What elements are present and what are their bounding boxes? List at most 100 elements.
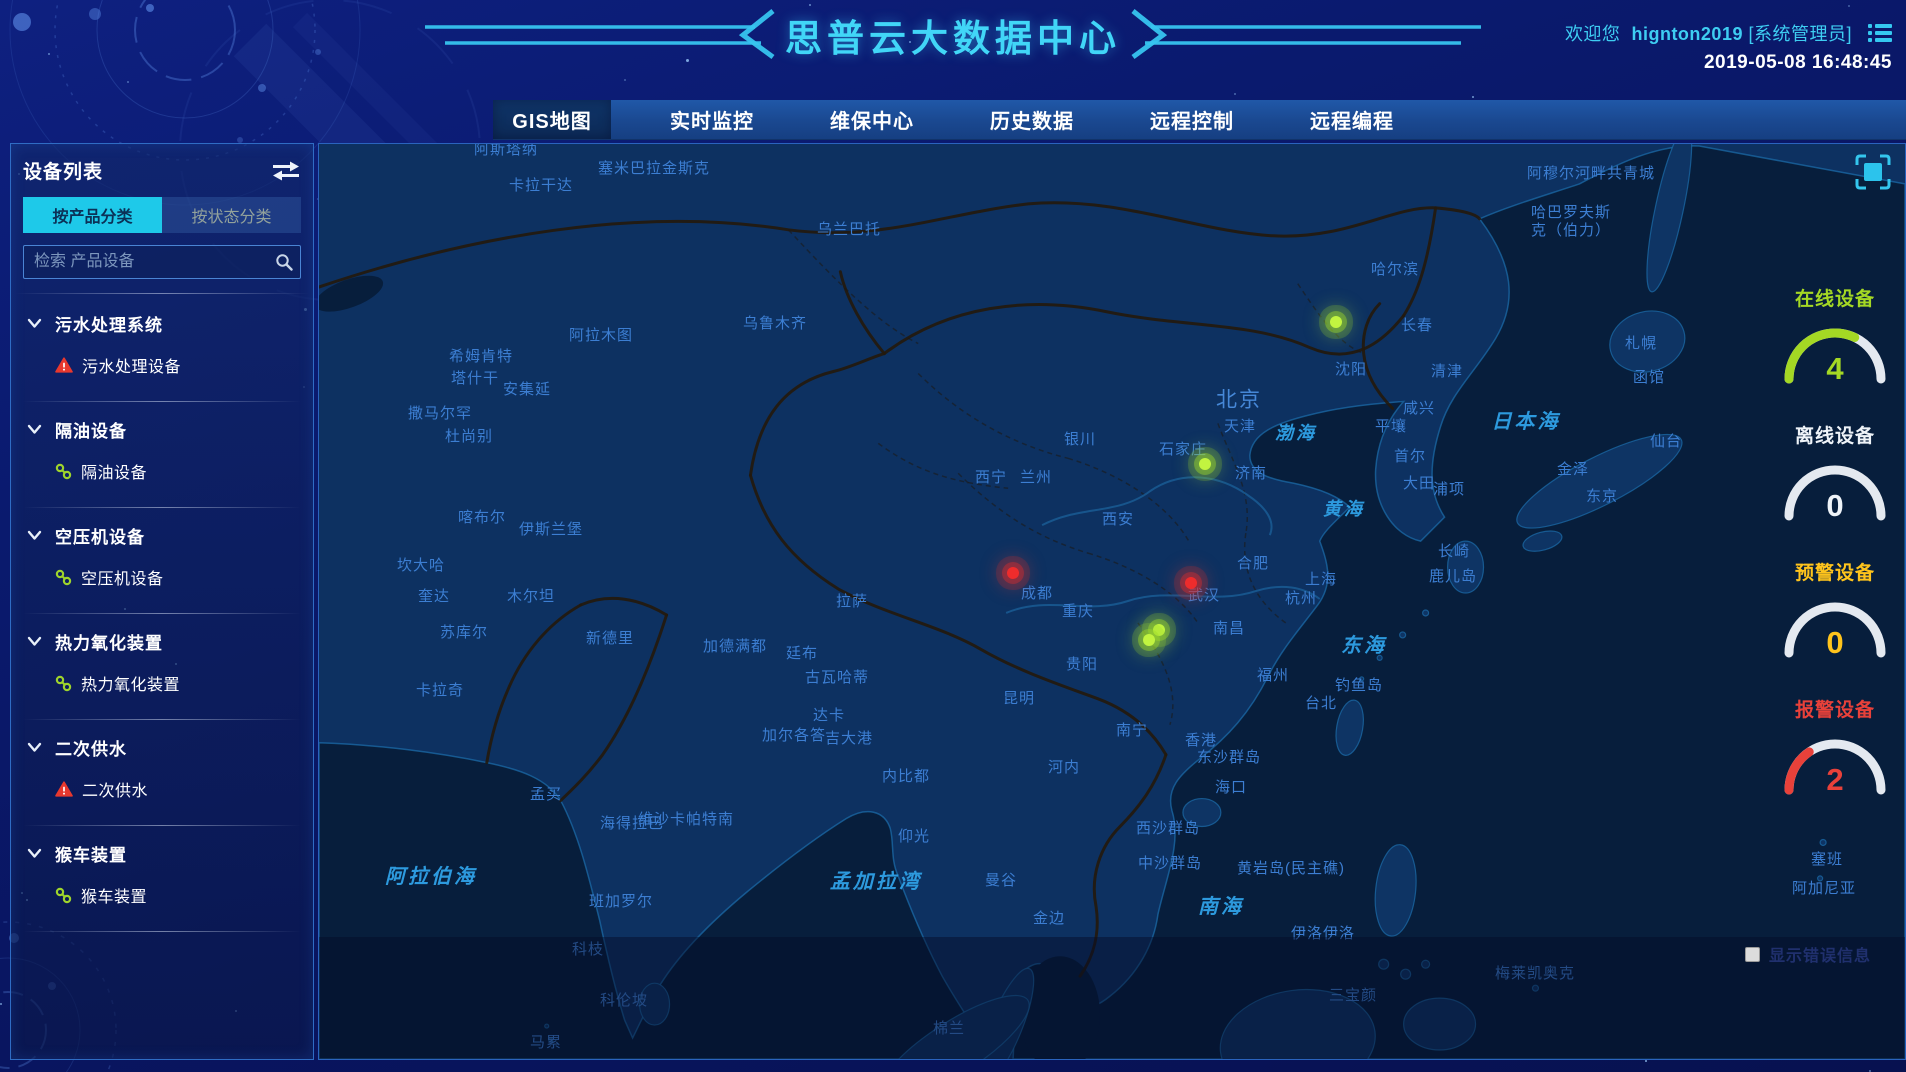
gauge-online-devices: 在线设备 4 [1775,284,1895,392]
star [1645,1060,1647,1062]
divider [23,401,301,402]
warning-icon [55,357,73,373]
device-item-air-compressor[interactable]: 空压机设备 [19,557,305,599]
device-label: 二次供水 [82,783,149,800]
device-group-monkey-car: 猴车装置 猴车装置 [19,828,305,932]
device-marker-online[interactable] [1199,458,1211,470]
device-label: 猴车装置 [81,889,148,906]
chevron-down-icon [27,848,42,858]
group-label: 隔油设备 [55,422,127,441]
gauge-warning-devices: 预警设备 0 [1775,558,1895,666]
gauge-arc: 2 [1784,739,1886,797]
star [1848,5,1850,7]
gauge-label: 在线设备 [1794,289,1875,310]
group-row-thermal-oxidizer[interactable]: 热力氧化装置 [19,616,305,663]
tab-remote-programming[interactable]: 远程编程 [1310,111,1394,133]
link-icon-wrap [55,463,72,480]
link-icon [55,569,72,585]
link-icon [55,887,72,903]
star [624,79,626,81]
search-input[interactable] [23,245,301,279]
device-tree: 污水处理系统 污水处理设备 隔油设备 隔油设备 空压机设备 空压机设备 热力氧化装置 热力氧化… [11,296,313,932]
device-label: 污水处理设备 [82,359,182,376]
device-item-secondary-water-supply[interactable]: 二次供水 [19,769,305,811]
gauge-value: 2 [1826,762,1843,797]
divider [23,613,301,614]
group-row-oil-separator[interactable]: 隔油设备 [19,404,305,451]
gauge-arc: 0 [1784,465,1886,523]
device-item-oil-separator[interactable]: 隔油设备 [19,451,305,493]
star [809,4,811,6]
tab-maintenance-center[interactable]: 维保中心 [830,111,914,133]
group-row-secondary-water-supply[interactable]: 二次供水 [19,722,305,769]
chevron-down-icon [27,636,42,646]
search-icon[interactable] [275,253,293,271]
device-marker-online[interactable] [1143,634,1155,646]
gauge-arc: 0 [1784,602,1886,660]
device-marker-alarm[interactable] [1007,567,1019,579]
nav-tabs: GIS地图 实时监控 维保中心 历史数据 远程控制 远程编程 [493,100,1906,140]
device-item-monkey-car[interactable]: 猴车装置 [19,875,305,917]
device-group-sewage-treatment-system: 污水处理系统污水处理设备 [19,298,305,402]
gauge-dial: 2 [1775,724,1895,803]
tab-history-data[interactable]: 历史数据 [990,111,1074,133]
warning-icon-wrap [55,357,73,373]
fullscreen-icon[interactable] [1853,152,1893,192]
header: 思普云大数据中心 [0,0,1906,70]
warning-icon [55,781,73,797]
device-label: 隔油设备 [81,465,148,482]
gauge-dial: 4 [1775,313,1895,392]
tab-remote-control[interactable]: 远程控制 [1150,111,1234,133]
sidebar-tab-by-product[interactable]: 按产品分类 [23,197,162,233]
device-marker-alarm[interactable] [1185,577,1197,589]
group-row-air-compressor[interactable]: 空压机设备 [19,510,305,557]
swap-arrows-icon[interactable] [271,160,301,182]
device-group-oil-separator: 隔油设备 隔油设备 [19,404,305,508]
gauge-value: 0 [1826,625,1843,660]
divider [23,719,301,720]
group-label: 热力氧化装置 [55,634,163,653]
device-marker-online[interactable] [1153,624,1165,636]
device-item-sewage-treatment-system[interactable]: 污水处理设备 [19,345,305,387]
divider [15,293,309,294]
datetime: 2019-05-08 16:48:45 [1703,52,1892,73]
star [0,1003,2,1005]
link-icon-wrap [55,675,72,692]
sidebar-tabs: 按产品分类 按状态分类 [23,197,301,233]
device-item-thermal-oxidizer[interactable]: 热力氧化装置 [19,663,305,705]
divider [23,931,301,932]
show-errors-checkbox[interactable] [1744,946,1760,962]
title-deco-left [425,9,775,60]
tab-gis-map[interactable]: GIS地图 [493,100,611,139]
gis-map-panel[interactable]: 阿斯塔纳 塞米巴拉金斯克 卡拉干达 乌兰巴托 阿穆尔河畔共青城 哈巴罗夫斯 克（伯力） 哈尔… [318,143,1906,1060]
star [48,53,50,55]
header-user-area: 欢迎您 hignton2019 [系统管理员] 2019-05-08 16:48… [1565,20,1892,74]
chevron-down-icon [27,742,42,752]
device-group-secondary-water-supply: 二次供水 二次供水 [19,722,305,826]
chevron-down-icon [27,318,42,328]
group-row-sewage-treatment-system[interactable]: 污水处理系统 [19,298,305,345]
group-label: 二次供水 [55,740,127,759]
gauge-arc: 4 [1784,328,1886,386]
gauge-dial: 0 [1775,587,1895,666]
star [686,59,689,62]
tab-realtime-monitor[interactable]: 实时监控 [670,111,754,133]
link-icon [55,675,72,691]
star [127,81,129,83]
device-label: 空压机设备 [81,571,164,588]
chevron-down-icon [27,424,42,434]
sidebar-tab-by-status[interactable]: 按状态分类 [162,197,301,233]
star [1472,96,1474,98]
warning-icon-wrap [55,781,73,797]
group-row-monkey-car[interactable]: 猴车装置 [19,828,305,875]
page-title: 思普云大数据中心 [785,18,1121,59]
divider [23,825,301,826]
china-map-svg [319,144,1905,1059]
star [909,41,911,43]
device-marker-online[interactable] [1330,316,1342,328]
gauge-label: 离线设备 [1794,426,1875,447]
list-menu-icon[interactable] [1868,23,1892,43]
title-deco-right [1131,9,1481,60]
search-box [23,245,301,279]
